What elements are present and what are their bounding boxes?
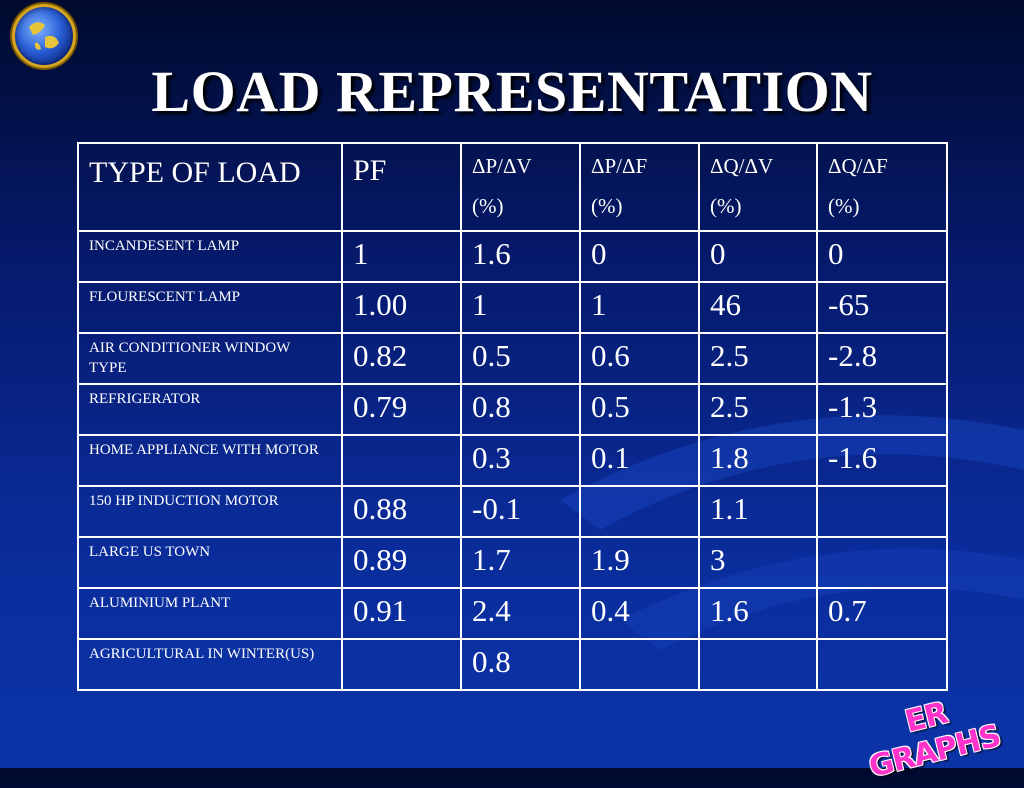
cell-dq-dv: 1.8	[698, 434, 818, 487]
cell-dp-df: 0.6	[579, 332, 700, 385]
cell-dp-df: 1	[579, 281, 700, 334]
cell-pf: 0.91	[341, 587, 462, 640]
cell-dq-dv: 3	[698, 536, 818, 589]
cell-pf: 0.79	[341, 383, 462, 436]
header-dp-dv: ΔP/ΔV (%)	[460, 142, 581, 232]
load-table: TYPE OF LOAD PF ΔP/ΔV (%) ΔP/ΔF (%) ΔQ/ΔV(…	[77, 142, 948, 691]
cell-dp-df	[579, 638, 700, 691]
cell-type: ALUMINIUM PLANT	[77, 587, 343, 640]
cell-dq-dv: 0	[698, 230, 818, 283]
cell-type: LARGE US TOWN	[77, 536, 343, 589]
cell-pf: 0.88	[341, 485, 462, 538]
header-type-of-load: TYPE OF LOAD	[77, 142, 343, 232]
header-pf: PF	[341, 142, 462, 232]
cell-type: HOME APPLIANCE WITH MOTOR	[77, 434, 343, 487]
table-header-row: TYPE OF LOAD PF ΔP/ΔV (%) ΔP/ΔF (%) ΔQ/ΔV(…	[77, 142, 948, 232]
cell-dp-dv: 0.8	[460, 638, 581, 691]
table-row: 150 HP INDUCTION MOTOR 0.88 -0.1 1.1	[77, 485, 948, 538]
header-dp-df: ΔP/ΔF (%)	[579, 142, 700, 232]
cell-dq-df: -1.6	[816, 434, 948, 487]
table-row: AIR CONDITIONER WINDOW TYPE 0.82 0.5 0.6…	[77, 332, 948, 385]
cell-pf	[341, 434, 462, 487]
cell-pf: 1.00	[341, 281, 462, 334]
cell-dp-dv: 1.7	[460, 536, 581, 589]
table-row: HOME APPLIANCE WITH MOTOR 0.3 0.1 1.8 -1…	[77, 434, 948, 487]
slide-title: LOAD REPRESENTATION	[151, 59, 873, 124]
cell-type: AIR CONDITIONER WINDOW TYPE	[77, 332, 343, 385]
cell-type: REFRIGERATOR	[77, 383, 343, 436]
cell-pf	[341, 638, 462, 691]
cell-dp-df: 1.9	[579, 536, 700, 589]
cell-dq-df: 0	[816, 230, 948, 283]
cell-dq-dv: 2.5	[698, 332, 818, 385]
cell-dq-dv: 2.5	[698, 383, 818, 436]
cell-type: AGRICULTURAL IN WINTER(US)	[77, 638, 343, 691]
cell-dp-df	[579, 485, 700, 538]
cell-dp-dv: -0.1	[460, 485, 581, 538]
cell-pf: 1	[341, 230, 462, 283]
er-graphs-watermark: ER GRAPHS	[865, 695, 1004, 785]
table-row: REFRIGERATOR 0.79 0.8 0.5 2.5 -1.3	[77, 383, 948, 436]
cell-pf: 0.82	[341, 332, 462, 385]
cell-dp-dv: 0.8	[460, 383, 581, 436]
cell-pf: 0.89	[341, 536, 462, 589]
cell-dp-df: 0.4	[579, 587, 700, 640]
cell-dp-dv: 1.6	[460, 230, 581, 283]
cell-dp-dv: 0.5	[460, 332, 581, 385]
cell-dq-df: 0.7	[816, 587, 948, 640]
cell-dp-dv: 2.4	[460, 587, 581, 640]
cell-type: FLOURESCENT LAMP	[77, 281, 343, 334]
cell-dq-df	[816, 638, 948, 691]
header-dq-df: ΔQ/ΔF (%)	[816, 142, 948, 232]
cell-type: INCANDESENT LAMP	[77, 230, 343, 283]
cell-dp-dv: 0.3	[460, 434, 581, 487]
header-dq-dv: ΔQ/ΔV (%)	[698, 142, 818, 232]
table-row: ALUMINIUM PLANT 0.91 2.4 0.4 1.6 0.7	[77, 587, 948, 640]
cell-dq-dv	[698, 638, 818, 691]
table-row: INCANDESENT LAMP 1 1.6 0 0 0	[77, 230, 948, 283]
cell-type: 150 HP INDUCTION MOTOR	[77, 485, 343, 538]
table-row: FLOURESCENT LAMP 1.00 1 1 46 -65	[77, 281, 948, 334]
cell-dq-df: -1.3	[816, 383, 948, 436]
cell-dq-df: -65	[816, 281, 948, 334]
cell-dp-dv: 1	[460, 281, 581, 334]
table-row: AGRICULTURAL IN WINTER(US) 0.8	[77, 638, 948, 691]
cell-dq-df	[816, 485, 948, 538]
globe-icon	[12, 4, 76, 68]
cell-dp-df: 0	[579, 230, 700, 283]
cell-dq-df: -2.8	[816, 332, 948, 385]
cell-dq-df	[816, 536, 948, 589]
cell-dq-dv: 46	[698, 281, 818, 334]
cell-dp-df: 0.5	[579, 383, 700, 436]
table-row: LARGE US TOWN 0.89 1.7 1.9 3	[77, 536, 948, 589]
cell-dq-dv: 1.1	[698, 485, 818, 538]
cell-dq-dv: 1.6	[698, 587, 818, 640]
cell-dp-df: 0.1	[579, 434, 700, 487]
